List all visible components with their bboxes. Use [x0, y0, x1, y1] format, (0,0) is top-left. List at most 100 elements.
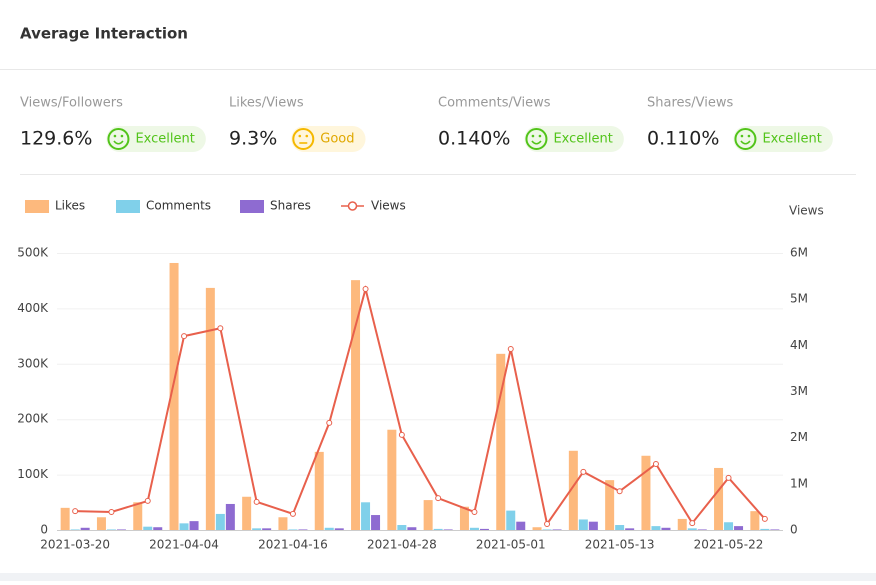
y-tick-label: 400K	[17, 301, 49, 315]
y2-tick-label: 1M	[790, 476, 808, 490]
bar	[70, 529, 80, 530]
bar	[371, 515, 381, 530]
bar	[387, 429, 397, 530]
bar	[189, 521, 199, 530]
bar	[298, 529, 308, 530]
views-point	[72, 508, 79, 515]
rating-text: Good	[320, 132, 354, 147]
y-tick-label: 100K	[17, 467, 49, 481]
legend-swatch	[25, 200, 49, 213]
x-tick-label: 2021-04-16	[258, 538, 328, 552]
bar	[169, 262, 179, 530]
y-tick-label: 200K	[17, 412, 49, 426]
legend-label: Likes	[55, 199, 85, 213]
y-tick-label: 300K	[17, 356, 49, 370]
card-title: Average Interaction	[20, 25, 188, 43]
legend-label: Shares	[270, 199, 311, 213]
rating-icon	[734, 128, 757, 150]
legend-marker	[347, 201, 358, 211]
bar	[459, 506, 469, 530]
bar	[588, 521, 598, 530]
x-tick-label: 2021-04-28	[367, 538, 437, 552]
y2-tick-label: 6M	[790, 246, 808, 260]
bar	[397, 525, 407, 530]
bar	[205, 287, 215, 530]
bar	[60, 507, 70, 530]
y2-tick-label: 5M	[790, 292, 808, 306]
bar	[734, 526, 744, 530]
rating-icon	[292, 128, 315, 150]
bar	[252, 528, 262, 530]
bar	[770, 529, 780, 530]
views-point	[253, 498, 260, 505]
rating-text: Excellent	[135, 132, 194, 147]
bar	[96, 517, 106, 530]
bar	[506, 510, 516, 530]
bar	[578, 519, 588, 530]
legend-swatch	[240, 200, 264, 213]
rating-icon-eye	[747, 134, 751, 138]
y2-tick-label: 3M	[790, 384, 808, 398]
views-line	[75, 285, 766, 527]
views-point	[362, 286, 369, 293]
bar	[687, 528, 697, 530]
rating-badge	[524, 126, 624, 152]
rating-icon-eye	[120, 134, 124, 138]
bar	[361, 502, 371, 530]
bar	[641, 455, 651, 530]
views-point	[217, 325, 224, 332]
rating-icon-eye	[305, 134, 309, 138]
views-point	[544, 520, 551, 527]
y2-axis-title: Views	[789, 204, 824, 218]
metric-label: Shares/Views	[647, 96, 734, 111]
x-tick-label: 2021-05-13	[585, 538, 655, 552]
bar	[714, 467, 724, 530]
metric-value: 0.140%	[438, 128, 510, 150]
bar	[116, 529, 126, 530]
metric-label: Comments/Views	[438, 96, 551, 111]
bar	[179, 523, 189, 530]
views-point	[616, 488, 623, 495]
views-point	[580, 468, 587, 475]
y-tick-label: 500K	[17, 246, 49, 260]
bar	[407, 527, 417, 530]
views-point	[181, 333, 188, 340]
bottom-strip	[0, 573, 876, 581]
bar	[542, 529, 552, 530]
bar	[552, 529, 562, 530]
metric-value: 0.110%	[647, 128, 719, 150]
views-point	[725, 474, 732, 481]
legend-swatch	[116, 200, 140, 213]
views-point	[689, 520, 696, 527]
rating-icon-mouth	[740, 140, 751, 145]
rating-icon-mouth	[113, 140, 124, 145]
rating-icon-eye	[531, 134, 535, 138]
bar	[651, 526, 661, 530]
bar	[615, 525, 625, 530]
rating-text: Excellent	[762, 132, 821, 147]
bar	[661, 527, 671, 530]
bar	[314, 451, 324, 530]
bar	[625, 528, 635, 530]
legend-label: Views	[371, 199, 406, 213]
rating-icon-eye	[740, 134, 744, 138]
metric-value: 129.6%	[20, 128, 92, 150]
views-point	[289, 510, 296, 517]
views-point	[435, 495, 442, 502]
bar	[433, 528, 443, 530]
bar	[516, 521, 526, 530]
y-tick-label: 0	[40, 523, 48, 537]
x-tick-label: 2021-04-04	[149, 538, 219, 552]
bar	[242, 496, 252, 530]
bar	[697, 529, 707, 530]
rating-badge	[733, 126, 833, 152]
views-point	[326, 419, 333, 426]
rating-icon-mouth	[531, 140, 542, 145]
metric-label: Likes/Views	[229, 96, 304, 111]
bar	[80, 527, 90, 530]
bar	[106, 529, 116, 530]
views-point	[761, 515, 768, 522]
views-point	[507, 346, 514, 353]
